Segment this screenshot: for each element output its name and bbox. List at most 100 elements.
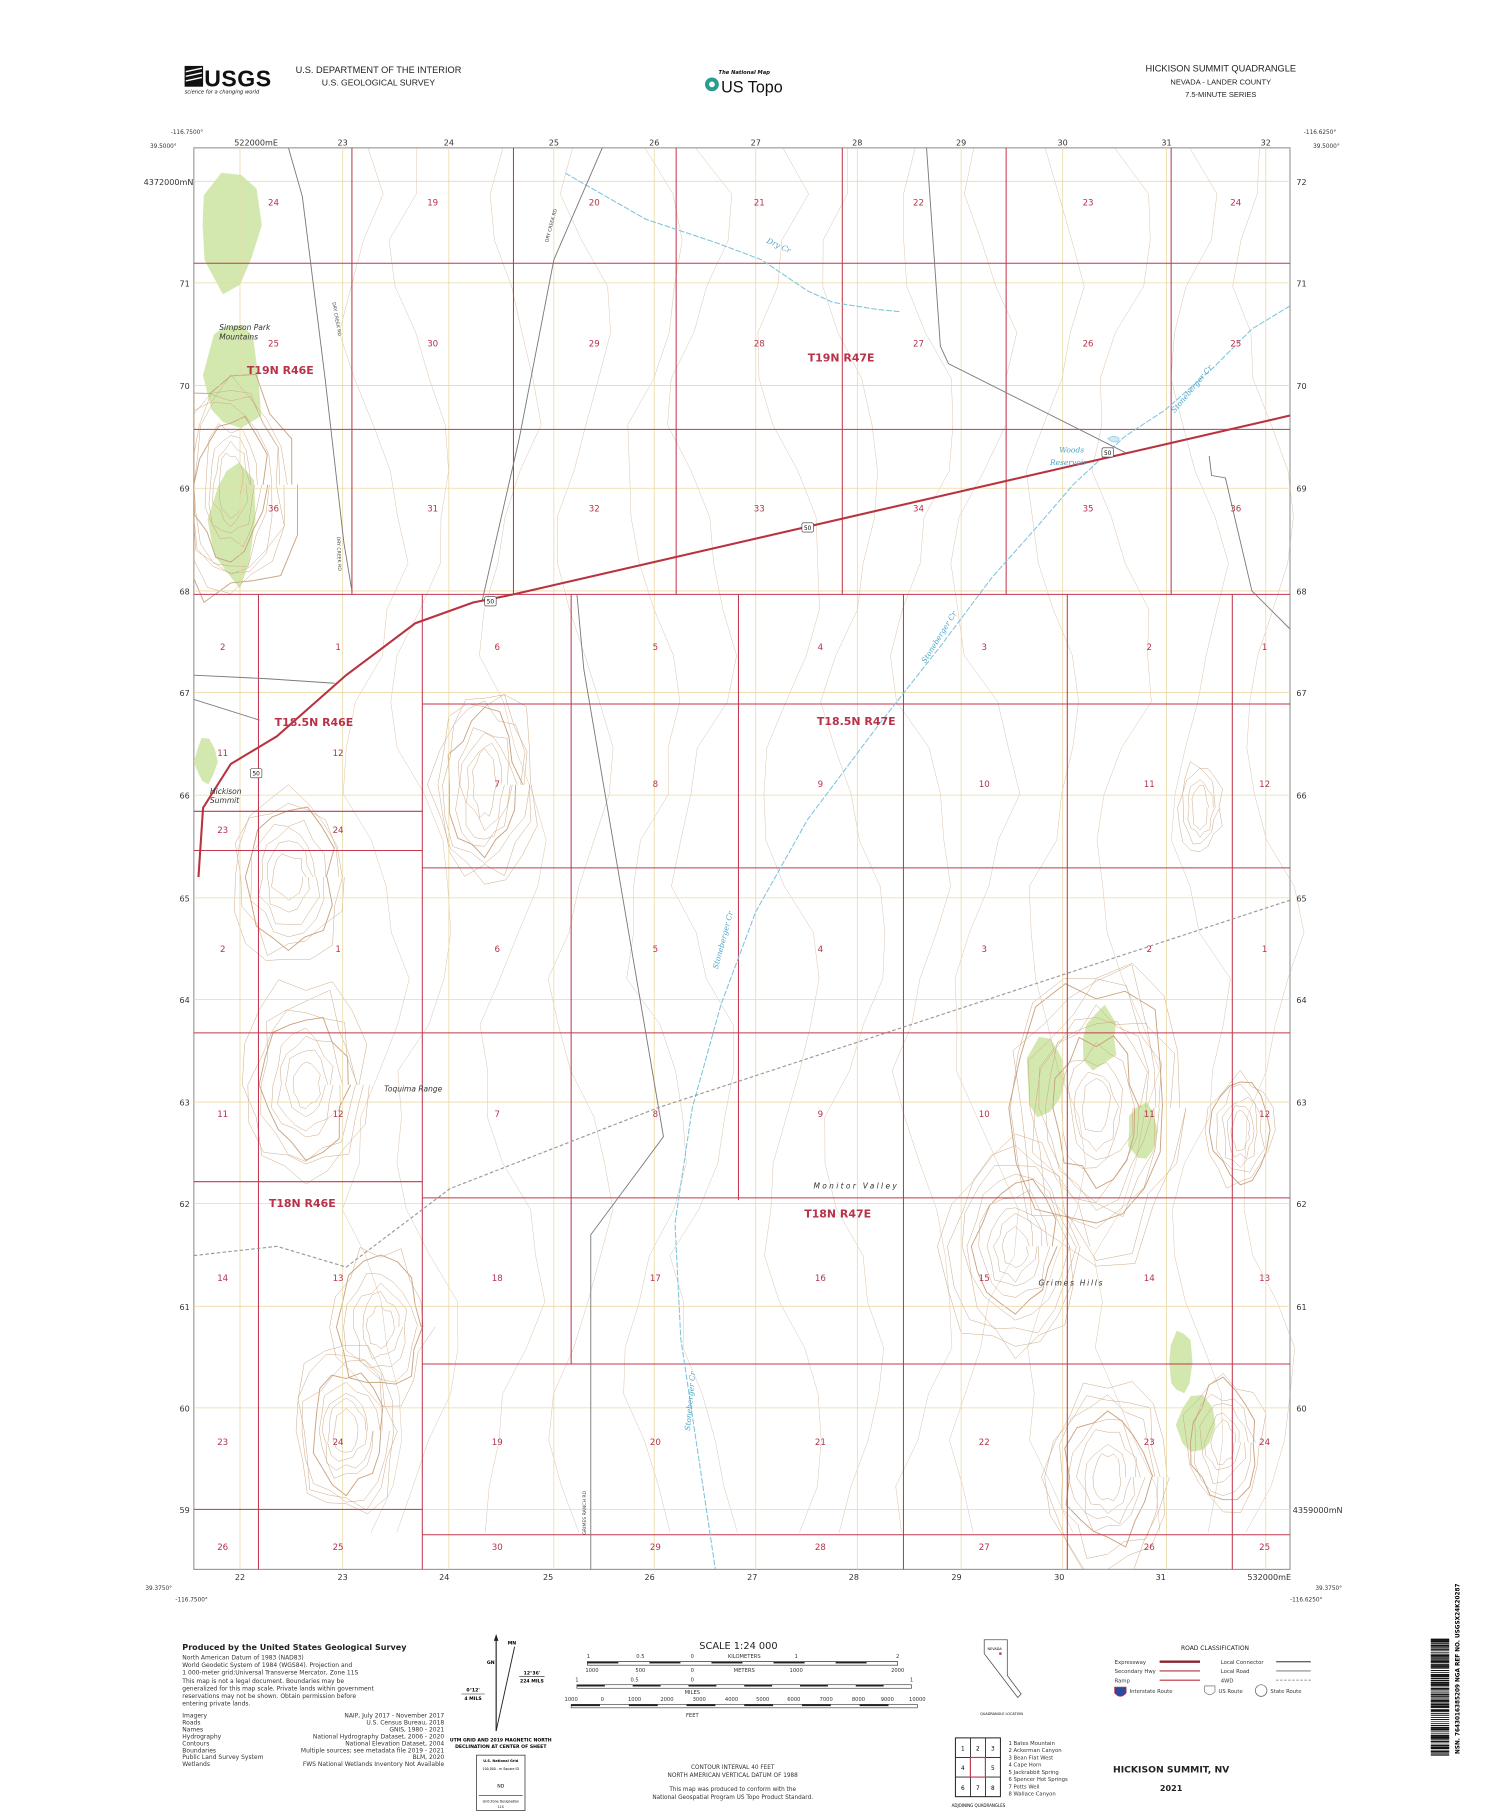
usgs-tagline: science for a changing world: [185, 90, 260, 96]
contour-line: [1041, 1381, 1170, 1570]
adjoining-cell-number: 1: [961, 1747, 965, 1753]
us-highway-50: [197, 414, 1291, 878]
source-label: Hydrography: [182, 1733, 221, 1740]
scale-bar-segment: [711, 1661, 743, 1664]
contour-line: [339, 147, 410, 1533]
scale-label: 0.5: [630, 1677, 638, 1683]
barcode-bar: [1430, 1742, 1450, 1744]
easting-tick-top: 23: [338, 139, 348, 148]
sheet-name: HICKISON SUMMIT, NV: [1113, 1764, 1230, 1775]
contour-line: [1210, 1419, 1237, 1465]
section-number: 24: [333, 826, 344, 836]
scale-unit: FEET: [686, 1713, 700, 1719]
scale-bar-segment: [801, 1704, 831, 1707]
contour-line: [757, 147, 822, 1533]
source-value: National Elevation Dataset, 2004: [345, 1740, 444, 1747]
contour-line: [329, 1247, 436, 1407]
place-simpson-park: Simpson Park: [219, 323, 271, 332]
contour-line: [978, 1189, 1051, 1298]
scale-label: 1000: [565, 1697, 578, 1703]
scale-bar-segment: [576, 1684, 605, 1687]
quadrangle-location: NEVADA QUADRANGLE LOCATION: [980, 1639, 1023, 1716]
barcode-bar: [1430, 1734, 1450, 1737]
adjoining-cell-number: 4: [961, 1766, 965, 1772]
scale-bar-segment: [688, 1684, 717, 1687]
easting-tick-bottom: 28: [849, 1573, 859, 1582]
barcode-bar: [1430, 1738, 1450, 1740]
section-number: 25: [333, 1543, 344, 1553]
state-county: NEVADA - LANDER COUNTY: [1170, 77, 1271, 86]
scale-label: 2000: [891, 1668, 904, 1674]
source-value: National Hydrography Dataset, 2006 - 202…: [313, 1733, 444, 1740]
barcode-bar: [1430, 1707, 1450, 1709]
usgs-logo: USGS science for a changing world: [184, 66, 271, 96]
section-number: 21: [754, 199, 765, 209]
contour-line: [247, 989, 364, 1165]
us-topo-logo: The National Map US Topo: [705, 70, 783, 96]
map-series: 7.5-MINUTE SERIES: [1185, 90, 1256, 99]
section-number: 2: [1146, 643, 1152, 653]
contour-line: [1061, 1042, 1136, 1169]
ne-latitude: 39.5000°: [1313, 144, 1340, 150]
northing-tick-left: 64: [179, 996, 189, 1005]
adjoining-caption: ADJOINING QUADRANGLES: [952, 1803, 1006, 1808]
scale-label: 2: [896, 1654, 899, 1660]
contour-line: [1204, 1412, 1241, 1471]
sw-latitude: 39.3750°: [145, 1586, 172, 1592]
easting-tick-bottom: 30: [1054, 1573, 1064, 1582]
contour-interval: CONTOUR INTERVAL 40 FEET: [691, 1765, 775, 1771]
section-number: 8: [653, 1110, 659, 1120]
easting-tick-top: 26: [649, 139, 659, 148]
vegetation-patch: [1175, 1395, 1216, 1452]
us-route-shield-icon: [484, 596, 497, 607]
scale-bar-segment: [571, 1704, 600, 1707]
barcode-bar: [1430, 1699, 1450, 1702]
scale-label: 0.5: [636, 1654, 644, 1660]
us-route-shield-icon: [1204, 1685, 1216, 1695]
vegetation-patch: [193, 737, 218, 785]
us-route-shield-icon: [801, 522, 814, 533]
section-number: 30: [492, 1543, 503, 1553]
west-declination-angle: 0°12': [466, 1688, 479, 1694]
easting-tick-bottom: 26: [644, 1573, 654, 1582]
contour-line: [1010, 962, 1187, 1267]
national-grid-title: U.S. National Grid: [483, 1759, 518, 1763]
source-value: U.S. Census Bureau, 2018: [366, 1720, 444, 1727]
barcode-bar: [1430, 1662, 1450, 1664]
header: USGS science for a changing world U.S. D…: [184, 64, 1296, 99]
section-number: 6: [495, 945, 500, 955]
nevada-label: NEVADA: [987, 1647, 1002, 1651]
barcode-bar: [1430, 1717, 1450, 1718]
northing-tick-left: 62: [179, 1200, 189, 1209]
adjoining-quad-name: 5 Jackrabbit Spring: [1008, 1770, 1058, 1776]
local-road: [193, 674, 335, 684]
contour-line: [362, 1291, 404, 1360]
easting-tick-top: 32: [1261, 139, 1271, 148]
barcode-bar: [1430, 1652, 1450, 1654]
contour-line: [437, 693, 532, 877]
township-labels: T19N R46E T19N R47E T18.5N R46E T18.5N R47E…: [247, 351, 896, 1220]
easting-tick-top: 28: [852, 139, 862, 148]
section-number: 12: [333, 1110, 344, 1120]
section-number: 9: [818, 780, 824, 790]
section-number: 3: [981, 643, 986, 653]
contour-line: [271, 853, 307, 901]
source-value: GNIS, 1980 - 2021: [389, 1727, 444, 1734]
barcode-bar: [1430, 1711, 1450, 1713]
nw-longitude: -116.7500°: [171, 130, 204, 136]
barcode-bar: [1430, 1679, 1450, 1682]
product-standard-2: National Geospatial Program US Topo Prod…: [652, 1795, 813, 1801]
roads-layer: [193, 147, 1291, 1570]
section-number: 17: [650, 1274, 661, 1284]
contour-line: [1193, 1393, 1256, 1496]
section-number: 6: [495, 643, 500, 653]
national-grid-box: U.S. National Grid 100,000 - m Square ID…: [476, 1754, 526, 1811]
northing-tick-left: 67: [179, 689, 189, 698]
scale-label: 1: [587, 1654, 590, 1660]
barcode-bar: [1430, 1640, 1450, 1643]
contour-line: [1187, 779, 1215, 838]
section-number: 4: [818, 945, 824, 955]
barcode-bar: [1430, 1732, 1450, 1734]
